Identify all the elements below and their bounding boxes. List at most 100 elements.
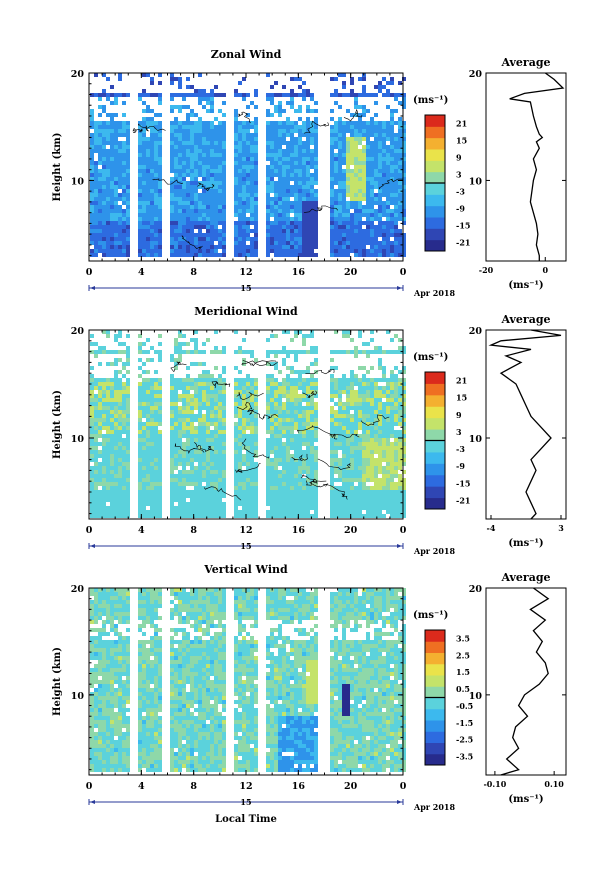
average-title: Average <box>500 313 550 326</box>
panel-title: Vertical Wind <box>203 563 288 576</box>
panel-1: Meridional Wind 0 4 8 12 16 20 0 10 20 Height (km)… <box>52 305 567 556</box>
panel-0: Zonal Wind 0 4 8 12 16 20 0 10 20 Height (km) 15 Apr… <box>52 48 567 298</box>
avg-y-tick-label: 20 <box>469 326 483 337</box>
x-tick-label: 8 <box>190 525 197 536</box>
x-tick-label: 0 <box>400 267 407 278</box>
average-frame <box>485 72 567 262</box>
colorbar <box>424 371 446 510</box>
day-label: 15 <box>240 283 251 293</box>
x-tick-label: 16 <box>292 525 306 536</box>
colorbar-tick-label: 3 <box>456 427 462 437</box>
colorbar-tick-label: -21 <box>456 238 470 248</box>
average-title: Average <box>500 56 550 69</box>
x-tick-label: 8 <box>190 267 197 278</box>
avg-x-tick-label: -0.10 <box>483 779 506 789</box>
x-tick-label: 16 <box>292 781 306 792</box>
average-frame <box>485 587 567 776</box>
average-title: Average <box>500 571 550 584</box>
colorbar-tick-label: 3.5 <box>456 633 470 643</box>
contour-lines <box>132 108 403 250</box>
colorbar-tick-label: -1.5 <box>456 718 473 728</box>
x-tick-label: 0 <box>86 781 93 792</box>
y-tick-label: 10 <box>71 434 85 445</box>
x-tick-label: 12 <box>239 267 252 278</box>
colorbar-tick-label: -0.5 <box>456 701 473 711</box>
colorbar-tick-label: 0.5 <box>456 684 470 694</box>
avg-x-axis-label: (ms⁻¹) <box>508 538 543 549</box>
x-tick-label: 8 <box>190 781 197 792</box>
date-label: Apr 2018 <box>413 802 456 812</box>
x-axis-label: Local Time <box>215 814 277 825</box>
heatmap-cells <box>90 73 406 257</box>
average-profile-line <box>509 72 565 261</box>
avg-x-tick-label: -4 <box>487 523 496 533</box>
day-label: 15 <box>240 541 251 551</box>
colorbar-tick-label: 15 <box>456 393 467 403</box>
colorbar-tick-label: -3 <box>456 187 465 197</box>
heatmap-cells <box>90 330 406 518</box>
colorbar-tick-label: 21 <box>456 376 467 386</box>
x-tick-label: 4 <box>138 267 145 278</box>
y-tick-label: 20 <box>71 326 85 337</box>
colorbar-tick-label: 9 <box>456 153 462 163</box>
contour-lines <box>170 360 390 501</box>
y-axis-label: Height (km) <box>52 390 63 459</box>
x-tick-label: 0 <box>86 267 93 278</box>
x-tick-label: 4 <box>138 525 145 536</box>
date-label: Apr 2018 <box>413 288 456 298</box>
colorbar-tick-label: -15 <box>456 221 470 231</box>
colorbar-tick-label: -3 <box>456 444 465 454</box>
colorbar-tick-label: 2.5 <box>456 650 470 660</box>
y-tick-label: 20 <box>71 69 85 80</box>
avg-x-tick-label: 0 <box>542 265 548 275</box>
colorbar-tick-label: -9 <box>456 461 465 471</box>
avg-x-tick-label: -20 <box>479 265 494 275</box>
colorbar-tick-label: 1.5 <box>456 667 470 677</box>
panel-title: Zonal Wind <box>211 48 282 61</box>
avg-x-tick-label: 3 <box>558 523 564 533</box>
colorbar-tick-label: -15 <box>456 478 470 488</box>
panel-title: Meridional Wind <box>194 305 298 318</box>
average-profile-line <box>500 587 550 776</box>
x-tick-label: 20 <box>344 525 358 536</box>
avg-y-tick-label: 20 <box>469 69 483 80</box>
x-tick-label: 12 <box>239 525 252 536</box>
colorbar-tick-label: -3.5 <box>456 752 473 762</box>
colorbar-tick-label: 3 <box>456 170 462 180</box>
y-tick-label: 20 <box>71 584 85 595</box>
heatmap-cells <box>90 588 406 772</box>
x-tick-label: 20 <box>344 781 358 792</box>
date-label: Apr 2018 <box>413 546 456 556</box>
x-tick-label: 4 <box>138 781 145 792</box>
y-tick-label: 10 <box>71 691 85 702</box>
colorbar <box>424 114 446 252</box>
colorbar-tick-label: -9 <box>456 204 465 214</box>
colorbar-unit-label: (ms⁻¹) <box>413 95 448 106</box>
x-tick-label: 0 <box>400 781 407 792</box>
x-tick-label: 12 <box>239 781 252 792</box>
y-axis-label: Height (km) <box>52 647 63 716</box>
avg-y-tick-label: 20 <box>469 584 483 595</box>
colorbar-unit-label: (ms⁻¹) <box>413 352 448 363</box>
colorbar-tick-label: 21 <box>456 119 467 129</box>
avg-x-axis-label: (ms⁻¹) <box>508 280 543 291</box>
x-tick-label: 0 <box>86 525 93 536</box>
avg-x-tick-label: 0.10 <box>544 779 564 789</box>
avg-y-tick-label: 10 <box>469 691 483 702</box>
y-axis-label: Height (km) <box>52 133 63 202</box>
colorbar-tick-label: 9 <box>456 410 462 420</box>
x-tick-label: 20 <box>344 267 358 278</box>
avg-x-axis-label: (ms⁻¹) <box>508 794 543 805</box>
colorbar-tick-label: -21 <box>456 495 470 505</box>
y-tick-label: 10 <box>71 176 85 187</box>
colorbar-tick-label: -2.5 <box>456 735 473 745</box>
panel-2: Vertical Wind 0 4 8 12 16 20 0 10 20 Height (km) 15… <box>52 563 567 812</box>
average-profile-line <box>488 329 562 520</box>
colorbar-tick-label: 15 <box>456 136 467 146</box>
average-frame <box>485 329 567 520</box>
avg-y-tick-label: 10 <box>469 176 483 187</box>
x-tick-label: 0 <box>400 525 407 536</box>
colorbar <box>424 629 446 766</box>
day-label: 15 <box>240 797 251 807</box>
